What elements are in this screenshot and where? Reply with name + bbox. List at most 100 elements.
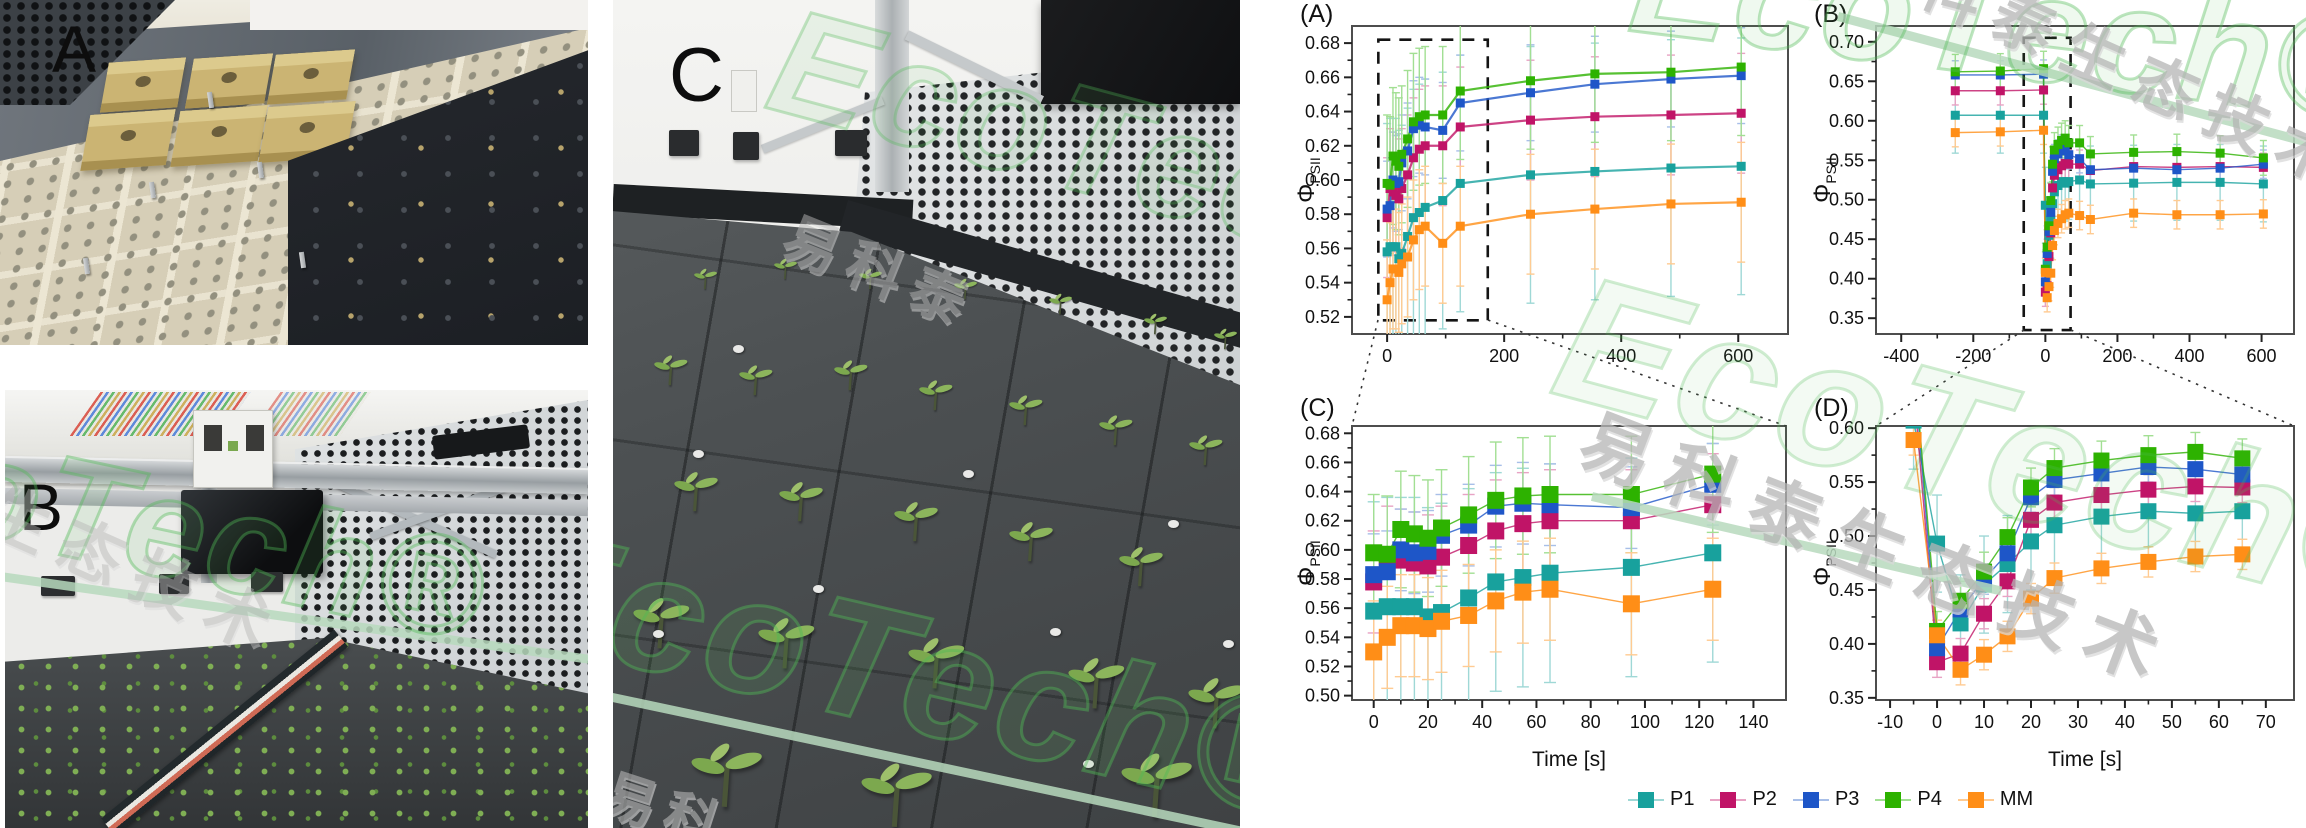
rockwool-cube	[170, 105, 268, 167]
svg-text:0.54: 0.54	[1305, 273, 1340, 293]
svg-text:0.66: 0.66	[1305, 452, 1340, 472]
svg-text:0.52: 0.52	[1305, 307, 1340, 327]
panel-label-d: (D)	[1814, 394, 1849, 422]
chart-svg-A: 0 200 400 600 0.52 0.54 0.56 0.58 0.60 0.62 0.64 0.…	[1296, 25, 1789, 366]
seedling	[858, 263, 883, 290]
legend-item-P2: P2	[1710, 788, 1777, 811]
legend-item-P1: P1	[1628, 788, 1694, 811]
photo-c-tomato-seedlings: EcoTech® EcoTech® 易科泰 易科 C	[613, 0, 1240, 828]
svg-text:0.60: 0.60	[1829, 418, 1864, 438]
chart-panel-d: -10 0 10 20 30 40 50 60 70 0.35 0.40 0.45 0.50 0.55 0.…	[1812, 398, 2306, 780]
svg-text:0.70: 0.70	[1829, 32, 1864, 52]
svg-text:Time [s]: Time [s]	[2048, 748, 2122, 771]
svg-text:600: 600	[1723, 346, 1753, 366]
svg-text:40: 40	[1472, 712, 1492, 732]
seedling	[892, 491, 939, 542]
seedling	[672, 461, 719, 512]
svg-text:0: 0	[2040, 346, 2050, 366]
svg-text:70: 70	[2256, 712, 2276, 732]
svg-text:-10: -10	[1877, 712, 1903, 732]
svg-text:0.60: 0.60	[1829, 111, 1864, 131]
svg-text:140: 140	[1738, 712, 1768, 732]
svg-text:40: 40	[2115, 712, 2135, 732]
svg-text:0.55: 0.55	[1829, 472, 1864, 492]
svg-text:0.56: 0.56	[1305, 238, 1340, 258]
svg-text:80: 80	[1581, 712, 1601, 732]
seedling	[688, 725, 764, 807]
seedling	[1117, 536, 1164, 587]
seedling	[1007, 387, 1044, 426]
svg-text:0.45: 0.45	[1829, 229, 1864, 249]
svg-text:60: 60	[2209, 712, 2229, 732]
floor-screw	[1083, 760, 1094, 768]
svg-text:0.56: 0.56	[1305, 598, 1340, 618]
rockwool-cube	[99, 57, 187, 113]
svg-text:0: 0	[1369, 712, 1379, 732]
fluorcam-camera-head	[181, 490, 323, 574]
floor-screw	[963, 470, 974, 478]
floor-screw	[733, 345, 744, 353]
seedling	[953, 273, 978, 300]
svg-text:20: 20	[2021, 712, 2041, 732]
svg-text:0.65: 0.65	[1829, 71, 1864, 91]
svg-text:400: 400	[1606, 346, 1636, 366]
floor-screw	[653, 630, 664, 638]
background-strip	[250, 0, 588, 30]
svg-text:50: 50	[2162, 712, 2182, 732]
svg-text:0: 0	[1932, 712, 1942, 732]
legend-item-MM: MM	[1957, 788, 2033, 811]
seedling	[1097, 407, 1134, 446]
chart-svg-C: 0 20 40 60 80 100 120 140 0.50 0.52 0.54 0.56 0.58 0.…	[1296, 423, 1787, 771]
svg-text:-200: -200	[1955, 346, 1991, 366]
chart-panel-b: -400 -200 0 200 400 600 0.35 0.40 0.45 0.50 0.55 0.…	[1812, 0, 2306, 392]
seedling	[773, 253, 798, 280]
seedling	[858, 745, 934, 827]
wall-sensor	[669, 130, 699, 156]
wall-sensor	[733, 132, 759, 160]
legend-label: P4	[1917, 788, 1942, 810]
svg-text:ΦPSII: ΦPSII	[1812, 540, 1839, 586]
svg-text:0.50: 0.50	[1829, 190, 1864, 210]
svg-text:10: 10	[1974, 712, 1994, 732]
svg-text:0: 0	[1382, 346, 1392, 366]
svg-text:0.55: 0.55	[1829, 150, 1864, 170]
legend-label: P3	[1834, 788, 1860, 810]
rockwool-cube	[266, 49, 356, 105]
photo-c-label: C	[669, 33, 724, 118]
floor-screw	[693, 450, 704, 458]
chart-panel-a: 0 200 400 600 0.52 0.54 0.56 0.58 0.60 0.62 0.64 0.…	[1296, 0, 1800, 392]
seedling	[1007, 511, 1054, 562]
panel-label-c: (C)	[1300, 394, 1335, 422]
chart-legend: P1 P2 P3 P4 MM	[1628, 788, 2033, 811]
seedling	[832, 352, 869, 391]
panel-label-a: (A)	[1300, 0, 1334, 28]
seedling	[1185, 664, 1240, 729]
svg-text:60: 60	[1526, 712, 1546, 732]
photo-a-label: A	[52, 12, 97, 86]
svg-text:0.52: 0.52	[1305, 656, 1340, 676]
photo-a-rockwool-tray: A	[0, 0, 588, 345]
svg-text:0.35: 0.35	[1829, 688, 1864, 708]
svg-text:0.60: 0.60	[1305, 540, 1340, 560]
svg-text:0.66: 0.66	[1305, 67, 1340, 87]
wall-sensor	[251, 572, 283, 592]
legend-label: P1	[1670, 788, 1695, 810]
legend-item-P3: P3	[1792, 788, 1860, 811]
floor-screw	[1050, 628, 1061, 636]
svg-text:0.62: 0.62	[1305, 511, 1340, 531]
seedling	[1118, 735, 1194, 817]
seedling	[1187, 427, 1224, 466]
svg-text:ΦPSII: ΦPSII	[1296, 157, 1323, 203]
svg-text:0.60: 0.60	[1305, 170, 1340, 190]
svg-text:0.35: 0.35	[1829, 308, 1864, 328]
floor-screw	[1168, 520, 1179, 528]
seedling	[1213, 323, 1238, 350]
svg-text:100: 100	[1630, 712, 1660, 732]
svg-text:0.40: 0.40	[1829, 634, 1864, 654]
seedling	[905, 624, 966, 689]
seedling	[737, 357, 774, 396]
svg-text:30: 30	[2068, 712, 2088, 732]
svg-text:200: 200	[1489, 346, 1519, 366]
svg-text:ΦPSII: ΦPSII	[1812, 157, 1839, 203]
